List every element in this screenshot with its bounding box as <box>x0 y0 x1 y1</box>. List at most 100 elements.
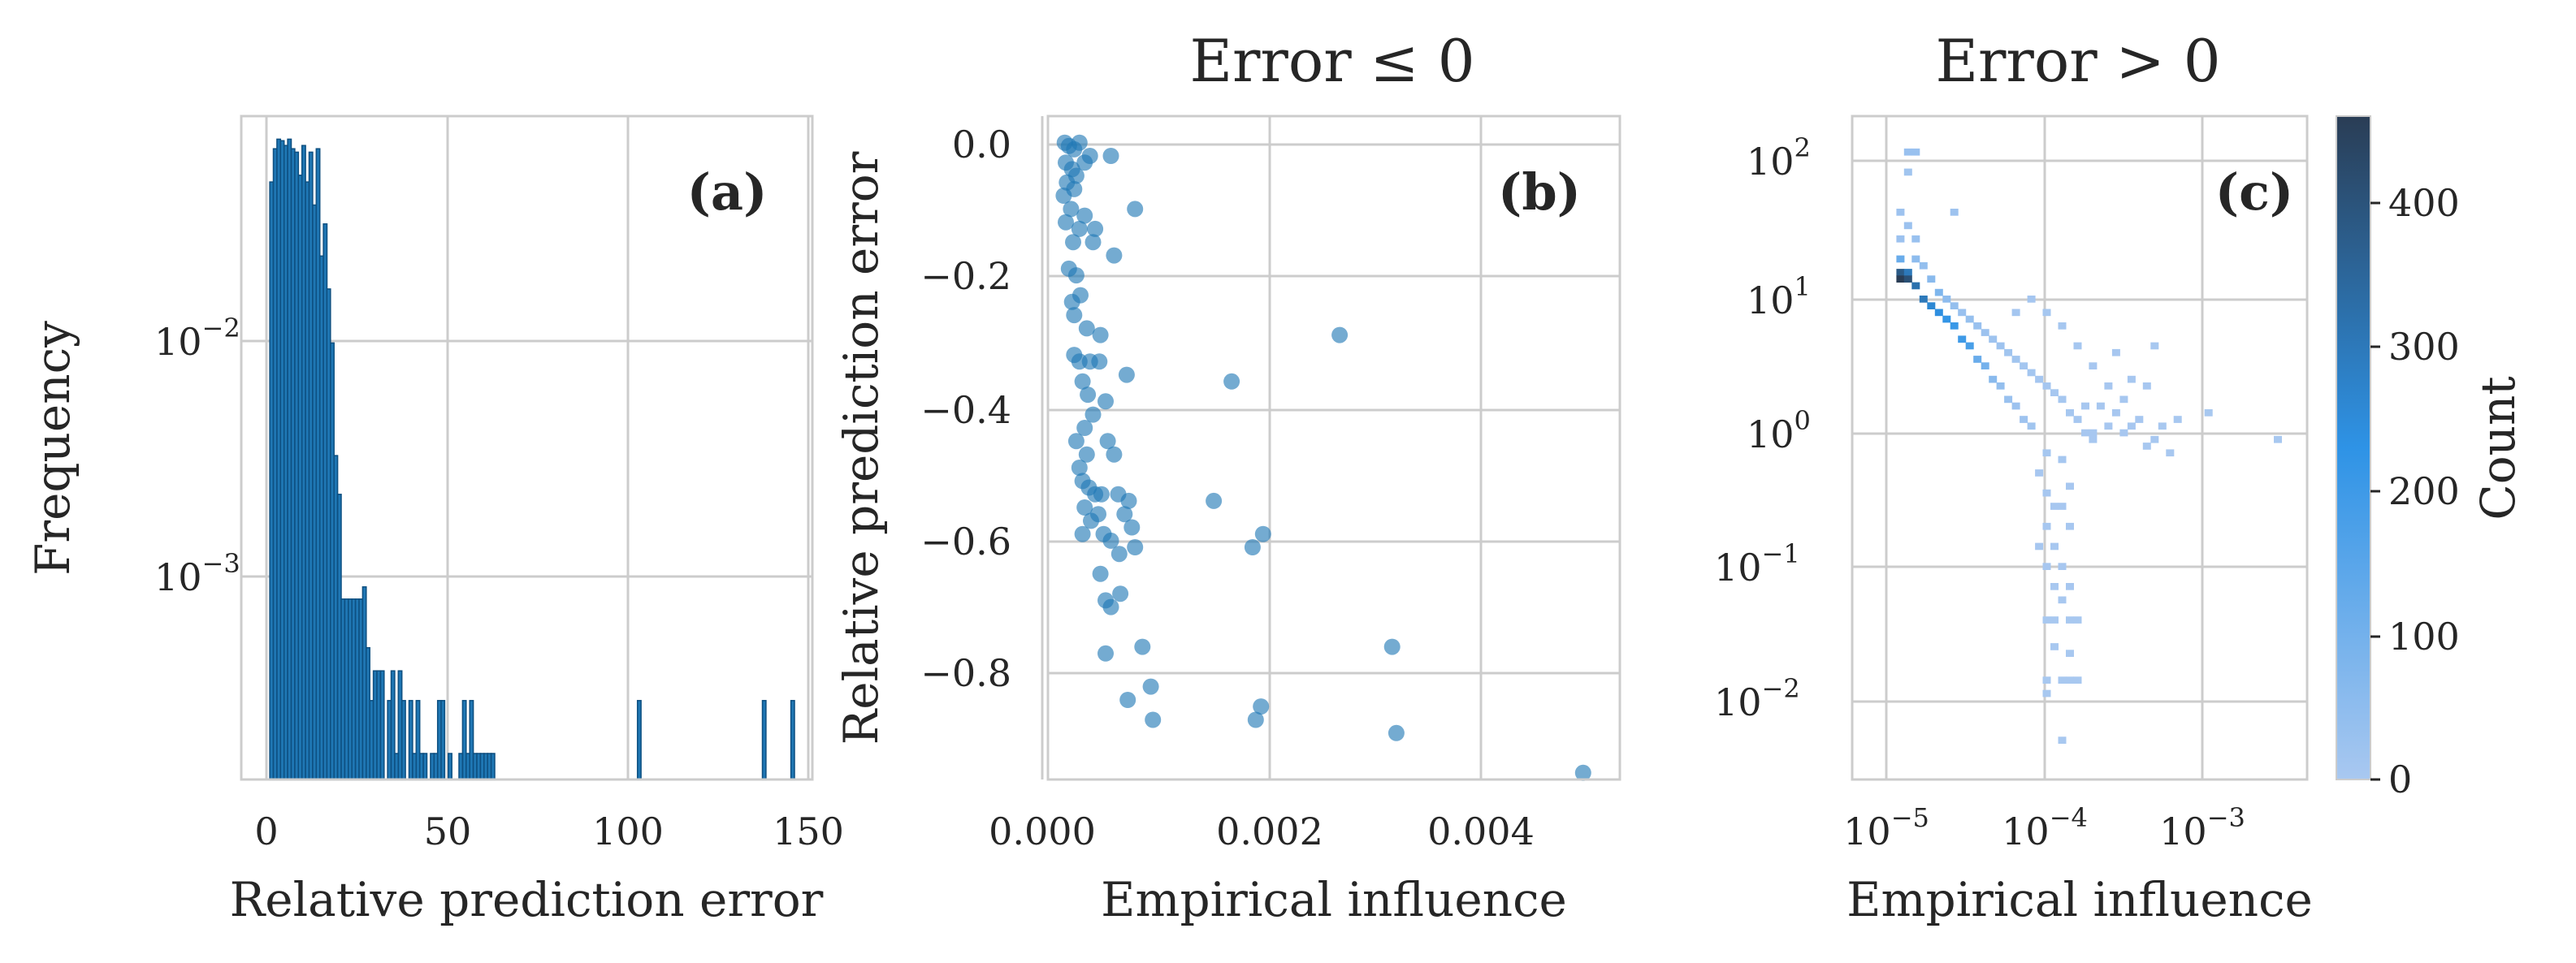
heatmap-cell <box>1903 168 1912 176</box>
panel-a-xtick-2: 100 <box>592 810 664 853</box>
panel-b-ytick-0: 0.0 <box>952 123 1011 166</box>
heatmap-cell <box>2058 395 2067 404</box>
colorbar: 0 100 200 300 400 Count <box>2336 115 2526 801</box>
heatmap-cell <box>2150 435 2159 443</box>
heatmap-cell <box>2050 542 2059 551</box>
panel-b-grid <box>1041 116 1620 779</box>
scatter-point <box>1085 234 1102 251</box>
heatmap-cell <box>1896 255 1905 263</box>
heatmap-cell <box>1973 356 1982 363</box>
scatter-point <box>1102 148 1119 164</box>
heatmap-cell <box>2066 583 2074 590</box>
panel-c-ytick-2: 100 <box>1747 405 1811 456</box>
heatmap-cell <box>1950 322 1959 330</box>
scatter-point <box>1067 167 1085 184</box>
panel-c-grid <box>1852 116 2307 779</box>
scatter-point <box>1081 148 1098 164</box>
heatmap-cell <box>1958 335 1967 343</box>
heatmap-cell <box>2042 449 2051 457</box>
panel-b-xtick-2: 0.004 <box>1427 810 1535 853</box>
heatmap-cell <box>1919 261 1928 270</box>
panel-c-cells <box>1896 148 2282 744</box>
histogram-bar <box>412 753 418 780</box>
panel-c-ytick-3: 10−1 <box>1714 538 1800 589</box>
heatmap-cell <box>1903 148 1912 156</box>
heatmap-cell <box>1896 235 1905 243</box>
scatter-point <box>1078 320 1095 337</box>
scatter-point <box>1085 406 1102 423</box>
panel-a-ylabel: Frequency <box>25 321 80 576</box>
heatmap-cell <box>2058 736 2067 744</box>
scatter-point <box>1247 711 1264 728</box>
heatmap-cell <box>1958 309 1967 317</box>
scatter-point <box>1223 373 1240 390</box>
heatmap-cell <box>1896 209 1905 216</box>
panel-a-xtick-1: 50 <box>424 810 472 853</box>
scatter-point <box>1067 433 1085 450</box>
panel-c-ytick-4: 10−2 <box>1714 673 1800 724</box>
heatmap-cell <box>1934 288 1943 296</box>
panel-a-xtick-0: 0 <box>254 810 278 853</box>
heatmap-cell <box>2050 643 2059 650</box>
colorbar-gradient <box>2336 115 2371 780</box>
heatmap-cell <box>2089 435 2098 443</box>
histogram-bar <box>422 753 428 780</box>
heatmap-cell <box>2127 375 2136 383</box>
heatmap-cell <box>2089 429 2098 437</box>
scatter-point <box>1076 207 1093 224</box>
heatmap-cell <box>2042 563 2051 570</box>
heatmap-cell <box>2274 435 2282 443</box>
heatmap-cell <box>2073 342 2082 350</box>
heatmap-cell <box>2073 416 2082 423</box>
heatmap-cell <box>2042 382 2051 390</box>
heatmap-cell <box>1911 148 1920 156</box>
heatmap-cell <box>2066 676 2074 684</box>
heatmap-cell <box>2081 402 2089 410</box>
heatmap-cell <box>2050 503 2059 510</box>
heatmap-cell <box>1996 342 2005 350</box>
heatmap-cell <box>2073 676 2082 684</box>
heatmap-cell <box>1896 275 1905 283</box>
panel-c-xlabel: Empirical influence <box>1846 872 2313 927</box>
heatmap-cell <box>2020 362 2028 369</box>
heatmap-cell <box>2004 395 2013 404</box>
heatmap-cell <box>2035 375 2044 383</box>
heatmap-cell <box>1989 375 1998 383</box>
panel-a-ytick-1: 10−3 <box>154 548 240 599</box>
histogram-bar <box>433 753 439 780</box>
scatter-point <box>1065 234 1081 251</box>
heatmap-cell <box>2042 689 2051 697</box>
panel-b-ytick-1: −0.2 <box>920 254 1011 298</box>
histogram-bar <box>440 700 446 780</box>
scatter-point <box>1087 220 1104 237</box>
heatmap-cell <box>2027 369 2036 377</box>
heatmap-cell <box>2111 348 2120 356</box>
heatmap-cell <box>2050 389 2059 396</box>
histogram-bar <box>465 753 470 780</box>
scatter-point <box>1127 539 1144 555</box>
heatmap-cell <box>2111 409 2120 417</box>
heatmap-cell <box>2050 616 2059 624</box>
scatter-point <box>1093 486 1110 503</box>
panel-a: (a) 0 50 100 150 10−2 10−3 Relative pred… <box>25 114 844 927</box>
panel-b-ytick-2: −0.4 <box>920 388 1011 432</box>
scatter-point <box>1112 585 1129 602</box>
panel-b-xtick-0: 0.000 <box>989 810 1096 853</box>
heatmap-cell <box>1919 296 1928 303</box>
scatter-point <box>1091 353 1108 370</box>
scatter-point <box>1072 287 1089 304</box>
heatmap-cell <box>2011 402 2020 410</box>
scatter-point <box>1106 247 1123 264</box>
scatter-point <box>1244 539 1261 555</box>
scatter-point <box>1076 420 1093 436</box>
panel-a-label: (a) <box>687 162 768 222</box>
histogram-bar <box>636 700 642 780</box>
colorbar-ticklabel-3: 300 <box>2388 325 2460 369</box>
heatmap-cell <box>2150 342 2159 350</box>
panel-a-ytick-0: 10−2 <box>154 313 240 364</box>
heatmap-cell <box>2104 382 2113 390</box>
scatter-point <box>1071 220 1088 237</box>
heatmap-cell <box>2004 348 2013 356</box>
histogram-bar <box>400 700 406 780</box>
heatmap-cell <box>2042 616 2051 624</box>
